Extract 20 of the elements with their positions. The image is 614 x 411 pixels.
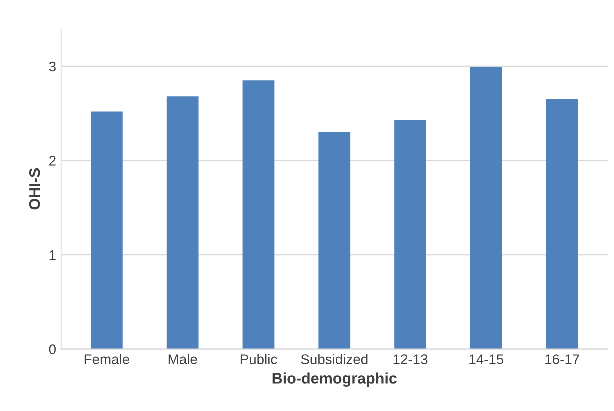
y-tick-label: 3 — [49, 62, 56, 72]
y-tick-label: 1 — [50, 250, 56, 260]
x-tick-label: 14-15 — [470, 354, 504, 364]
x-tick-label: Public — [240, 354, 278, 364]
x-tick-label: 12-13 — [394, 354, 428, 364]
bar — [470, 67, 502, 350]
bar — [242, 80, 275, 350]
x-tick-label: Male — [168, 354, 198, 364]
bar — [318, 132, 351, 350]
bar — [546, 99, 578, 350]
bar — [394, 120, 426, 350]
bar — [91, 112, 123, 350]
x-tick-label: Subsidized — [301, 354, 368, 364]
y-tick-label: 2 — [50, 156, 56, 166]
y-tick-label: 0 — [49, 344, 56, 355]
y-axis-title: OHI-S — [29, 168, 40, 210]
x-tick-label: 16-17 — [546, 354, 580, 364]
x-axis-title: Bio-demographic — [272, 372, 397, 388]
x-tick-label: Female — [84, 354, 130, 364]
bar — [166, 96, 199, 350]
